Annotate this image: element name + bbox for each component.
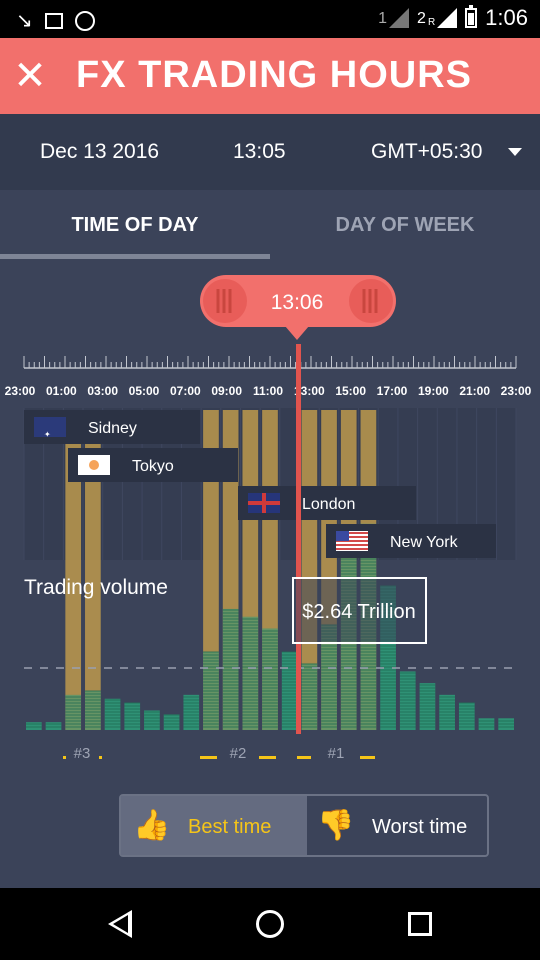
japan-flag-sun xyxy=(89,460,99,470)
usa-flag-stripe xyxy=(336,536,368,538)
highlight-column xyxy=(85,410,101,730)
close-button[interactable]: ✕ xyxy=(12,52,48,100)
home-icon[interactable] xyxy=(256,910,284,938)
system-nav-bar xyxy=(0,888,540,960)
trading-chart: 23:00 01:00 03:00 05:00 07:00 09:00 11:00 13:00… xyxy=(5,275,532,762)
date-time-bar: Dec 13 2016 13:05 GMT+05:30 xyxy=(0,114,540,190)
volume-bar xyxy=(419,683,436,730)
rank-label: #2 xyxy=(230,745,247,762)
volume-bar xyxy=(163,714,180,730)
best-worst-toggle: 👍 Best time 👎 Worst time xyxy=(119,794,489,857)
missed-call-icon: ↘ xyxy=(16,10,33,32)
rank-dash xyxy=(200,756,217,759)
current-time-cursor[interactable] xyxy=(296,344,301,734)
hour-label: 03:00 xyxy=(87,384,118,398)
back-icon[interactable] xyxy=(108,910,132,938)
volume-bar xyxy=(321,624,337,730)
best-time-label: Best time xyxy=(188,816,272,838)
session-bars: ✦ Sidney Tokyo London New York xyxy=(24,410,496,558)
gallery-icon xyxy=(44,12,63,29)
volume-bar xyxy=(85,690,101,730)
usa-flag-stripe xyxy=(336,540,368,542)
usa-flag-stripe xyxy=(336,532,368,534)
session-sidney[interactable]: ✦ Sidney xyxy=(24,410,200,444)
volume-bar xyxy=(26,722,42,730)
usa-flag-stripe xyxy=(336,544,368,546)
app-header: ✕ FX TRADING HOURS xyxy=(0,38,540,114)
rank-label: #3 xyxy=(74,745,91,762)
rank-markers: #3 #2 #1 xyxy=(63,745,375,762)
hour-label: 23:00 xyxy=(5,384,36,398)
volume-value: $2.64 Trillion xyxy=(302,601,415,623)
hour-label: 17:00 xyxy=(377,384,408,398)
recents-icon[interactable] xyxy=(408,912,432,936)
tab-indicator xyxy=(0,254,270,259)
hour-label: 01:00 xyxy=(46,384,77,398)
hotspot-icon xyxy=(74,10,95,31)
session-new-york[interactable]: New York xyxy=(326,524,496,558)
battery-icon xyxy=(465,5,478,28)
rank-dash xyxy=(259,756,276,759)
highlight-column xyxy=(65,410,82,730)
worst-time-button[interactable]: 👎 Worst time xyxy=(307,796,487,855)
chart-area: 23:00 01:00 03:00 05:00 07:00 09:00 11:00 13:00… xyxy=(0,260,540,888)
rank-dash xyxy=(297,756,311,759)
status-clock: 1:06 xyxy=(485,5,528,30)
australia-flag xyxy=(34,417,66,437)
volume-value-box: $2.64 Trillion xyxy=(292,577,427,644)
date-field[interactable]: Dec 13 2016 xyxy=(40,140,160,163)
session-name: New York xyxy=(390,534,459,551)
volume-bar xyxy=(124,702,141,730)
hour-label: 05:00 xyxy=(129,384,160,398)
tab-time-of-day[interactable]: TIME OF DAY xyxy=(71,214,199,236)
highlight-column xyxy=(203,410,219,730)
session-tokyo[interactable]: Tokyo xyxy=(68,448,238,482)
roaming-label: R xyxy=(427,17,436,28)
session-name: London xyxy=(302,496,355,513)
session-london[interactable]: London xyxy=(238,486,416,520)
session-name: Tokyo xyxy=(132,458,174,475)
usa-flag-stripe xyxy=(336,548,368,550)
rank-dash xyxy=(99,756,102,759)
trading-volume-label: Trading volume xyxy=(24,576,168,599)
thumbs-up-icon: 👍 xyxy=(133,809,171,842)
sim1-signal-icon: 1 xyxy=(378,8,410,28)
tab-bar: TIME OF DAY DAY OF WEEK xyxy=(0,190,540,260)
rank-dash xyxy=(63,756,66,759)
thumbs-down-icon: 👎 xyxy=(317,809,355,842)
volume-bar xyxy=(458,702,475,730)
hour-label: 15:00 xyxy=(335,384,366,398)
time-ruler xyxy=(23,356,517,369)
hour-labels: 23:00 01:00 03:00 05:00 07:00 09:00 11:00 13:00… xyxy=(5,384,532,398)
usa-flag-canton xyxy=(336,531,349,541)
session-name: Sidney xyxy=(88,420,137,437)
volume-bar xyxy=(45,722,62,730)
hour-label: 19:00 xyxy=(418,384,449,398)
hour-label: 11:00 xyxy=(253,384,283,398)
hour-label: 07:00 xyxy=(170,384,201,398)
app-title: FX TRADING HOURS xyxy=(76,54,472,96)
volume-bars xyxy=(26,523,514,730)
sim1-label: 1 xyxy=(378,10,388,27)
sim2-label: 2 xyxy=(417,10,426,27)
timezone-select[interactable]: GMT+05:30 xyxy=(371,140,483,163)
time-bubble[interactable]: 13:06 xyxy=(200,275,396,340)
hour-label: 13:00 xyxy=(294,384,325,398)
rank-label: #1 xyxy=(328,745,345,762)
hour-label: 09:00 xyxy=(211,384,242,398)
best-time-button[interactable]: 👍 Best time xyxy=(121,796,307,855)
current-time-label: 13:06 xyxy=(271,291,324,314)
hour-label: 21:00 xyxy=(459,384,490,398)
australia-flag-stars: ✦ xyxy=(44,430,51,439)
tab-day-of-week[interactable]: DAY OF WEEK xyxy=(335,214,475,236)
worst-time-label: Worst time xyxy=(372,816,468,838)
chevron-down-icon[interactable] xyxy=(508,148,522,156)
close-icon: ✕ xyxy=(13,54,47,98)
volume-bar xyxy=(104,698,121,730)
hour-label: 23:00 xyxy=(501,384,532,398)
time-field[interactable]: 13:05 xyxy=(233,140,286,163)
rank-dash xyxy=(360,756,375,759)
